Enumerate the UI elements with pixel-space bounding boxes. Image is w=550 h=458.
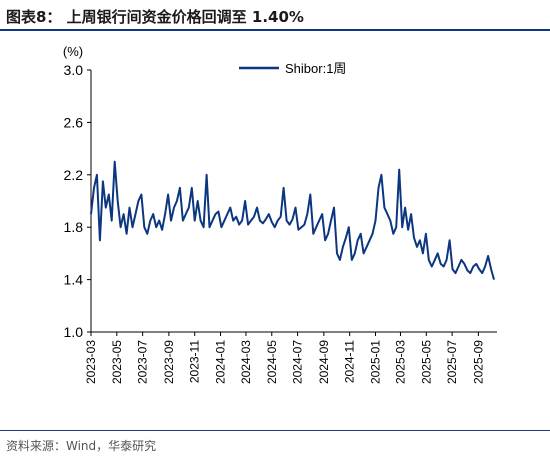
y-tick-label: 1.8 (64, 219, 84, 235)
series-line (90, 160, 495, 280)
footer-rule (0, 430, 550, 431)
y-tick-label: 1.4 (64, 272, 84, 288)
y-tick-label: 2.2 (64, 167, 84, 183)
title-underline (0, 29, 550, 31)
source-note: 资料来源：Wind，华泰研究 (6, 439, 157, 453)
x-tick-label: 2025-07 (445, 340, 459, 384)
x-tick-label: 2025-05 (419, 340, 433, 384)
legend-label: Shibor:1周 (285, 61, 346, 76)
x-tick-label: 2023-09 (162, 340, 176, 384)
x-tick-label: 2025-01 (368, 340, 382, 384)
x-tick-label: 2024-11 (343, 340, 357, 383)
x-tick-label: 2024-05 (265, 340, 279, 384)
x-tick-label: 2025-09 (471, 340, 485, 384)
y-tick-label: 1.0 (64, 324, 84, 340)
x-tick-label: 2024-01 (214, 340, 228, 384)
title-bar: 图表8： 上周银行间资金价格回调至 1.40% (0, 0, 550, 31)
x-tick-label: 2023-07 (136, 340, 150, 384)
y-axis-unit-label: (%) (63, 44, 83, 59)
x-tick-label: 2023-05 (110, 340, 124, 384)
x-tick-label: 2025-03 (393, 340, 407, 384)
x-tick-label: 2024-09 (317, 340, 331, 384)
y-tick-label: 3.0 (64, 62, 84, 78)
x-tick-label: 2023-11 (188, 340, 202, 383)
x-tick-label: 2024-07 (291, 340, 305, 384)
x-tick-label: 2023-03 (84, 340, 98, 384)
y-tick-label: 2.6 (64, 114, 84, 130)
x-tick-label: 2024-03 (239, 340, 253, 384)
chart-title: 图表8： 上周银行间资金价格回调至 1.40% (6, 8, 304, 26)
